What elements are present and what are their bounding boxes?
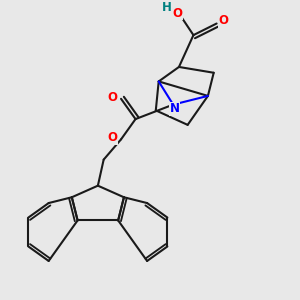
- Text: O: O: [172, 7, 182, 20]
- Text: O: O: [107, 91, 117, 104]
- Text: N: N: [169, 102, 180, 116]
- Text: O: O: [107, 131, 117, 144]
- Text: H: H: [162, 1, 172, 14]
- Text: O: O: [219, 14, 229, 27]
